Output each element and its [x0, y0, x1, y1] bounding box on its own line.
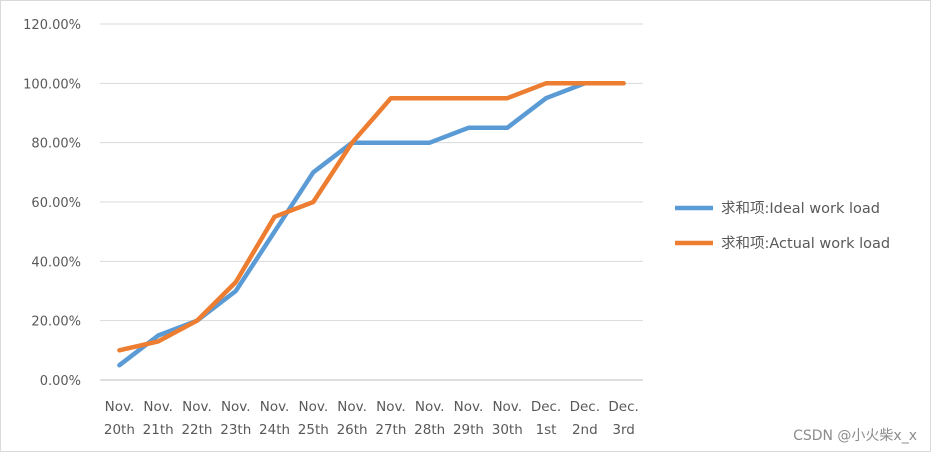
x-tick-label-line1: Nov.: [221, 399, 251, 415]
y-axis-tick-labels: 0.00% 20.00% 40.00% 60.00% 80.00% 100.00% 120.…: [23, 18, 81, 389]
x-tick-label-line2: 23th: [220, 422, 251, 438]
x-tick-label-line1: Nov.: [299, 399, 329, 415]
x-tick-label-line2: 25th: [298, 422, 329, 438]
x-tick-label-line1: Nov.: [182, 399, 212, 415]
x-tick-label-line2: 22th: [181, 422, 212, 438]
x-tick-label-line2: 1st: [536, 422, 557, 438]
legend-label: 求和项:Ideal work load: [721, 200, 880, 217]
x-tick-label-line1: Dec.: [531, 399, 561, 415]
x-tick-label-line1: Nov.: [143, 399, 173, 415]
x-tick-label-line1: Nov.: [454, 399, 484, 415]
y-tick-label: 80.00%: [31, 137, 81, 152]
x-tick-label-line1: Dec.: [608, 399, 638, 415]
x-tick-label-line1: Nov.: [260, 399, 290, 415]
x-tick-label-line2: 28th: [414, 422, 445, 438]
y-tick-label: 60.00%: [31, 196, 81, 211]
y-tick-label: 20.00%: [31, 315, 81, 330]
x-tick-label-line2: 2nd: [572, 422, 598, 438]
y-tick-label: 100.00%: [23, 77, 81, 92]
x-tick-label-line2: 26th: [337, 422, 368, 438]
series-lines: [117, 81, 626, 368]
x-tick-label-line2: 27th: [375, 422, 406, 438]
x-tick-label-line1: Nov.: [105, 399, 135, 415]
legend-label: 求和项:Actual work load: [721, 235, 890, 252]
x-tick-label-line2: 24th: [259, 422, 290, 438]
x-tick-label-line1: Dec.: [570, 399, 600, 415]
y-tick-label: 0.00%: [40, 374, 81, 389]
x-tick-label-line1: Nov.: [337, 399, 367, 415]
series-line-2: [117, 81, 626, 353]
x-tick-label-line2: 21th: [143, 422, 174, 438]
legend: 求和项:Ideal work load 求和项:Actual work load: [675, 200, 890, 252]
y-tick-label: 120.00%: [23, 18, 81, 33]
x-tick-label-line1: Nov.: [415, 399, 445, 415]
x-tick-label-line2: 30th: [492, 422, 523, 438]
x-tick-label-line1: Nov.: [376, 399, 406, 415]
x-tick-label-line2: 29th: [453, 422, 484, 438]
watermark: CSDN @小火柴x_x: [793, 428, 917, 444]
x-axis-tick-labels: Nov. 20th Nov. 21th Nov. 22th Nov. 23th Nov. 24th…: [104, 399, 639, 438]
x-tick-label-line1: Nov.: [492, 399, 522, 415]
x-tick-label-line2: 3rd: [612, 422, 634, 438]
x-tick-label-line2: 20th: [104, 422, 135, 438]
y-tick-label: 40.00%: [31, 255, 81, 270]
